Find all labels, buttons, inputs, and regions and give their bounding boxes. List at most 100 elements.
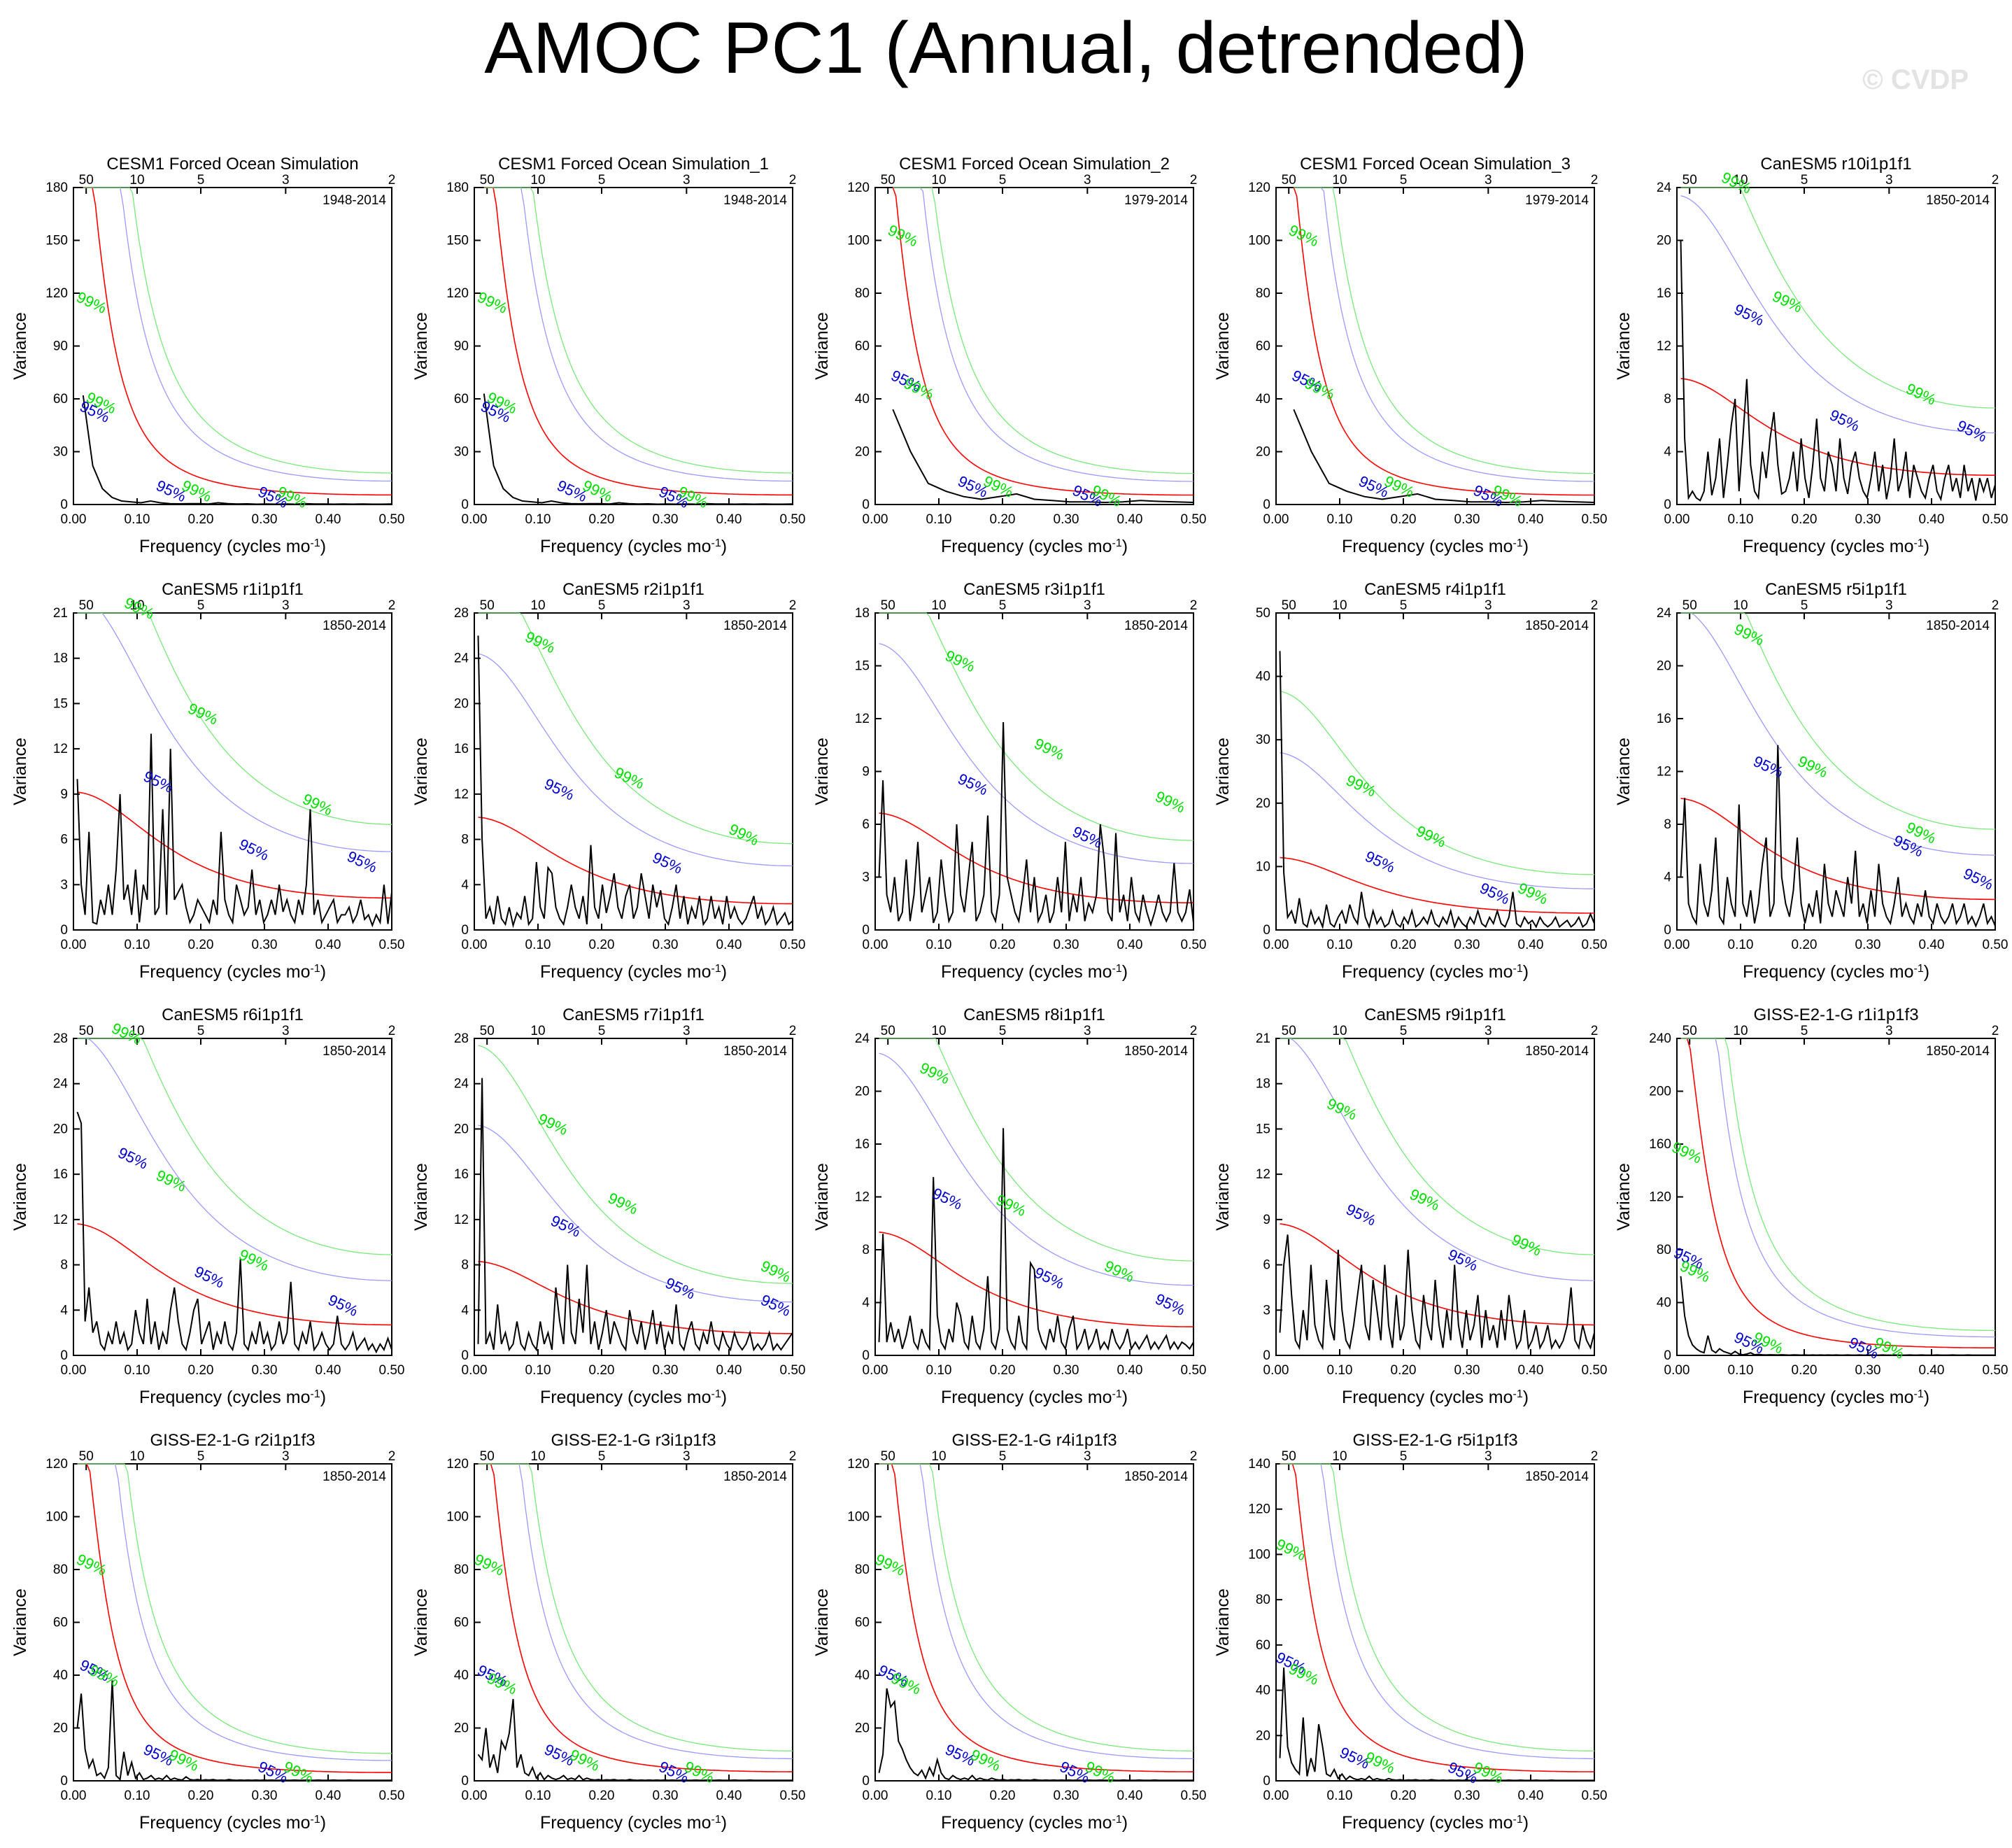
y-tick-label: 120 [1649, 1190, 1671, 1205]
x-tick-label: 0.20 [188, 1789, 214, 1803]
y-tick-label: 120 [1248, 1502, 1270, 1517]
x-axis-label-exponent: -1 [1112, 1388, 1121, 1400]
period-tick-label: 2 [789, 1449, 797, 1464]
y-tick-label: 12 [1657, 765, 1671, 780]
y-tick-label: 90 [53, 339, 68, 354]
plot-frame [874, 187, 1194, 505]
sig95-label: 95% [1750, 752, 1785, 781]
x-tick-label: 0.00 [1664, 512, 1690, 527]
y-tick-label: 100 [847, 1510, 870, 1525]
sig95-label: 95% [1363, 847, 1398, 876]
sig95-curve [1680, 195, 1995, 434]
y-tick-label: 21 [1256, 1031, 1270, 1046]
y-axis-label: Variance [10, 1588, 30, 1656]
spectrum-line [1293, 409, 1595, 504]
sig95-label: 95% [1343, 1200, 1378, 1229]
sig99-label: 99% [167, 1746, 201, 1775]
period-label: 1850-2014 [323, 1044, 386, 1059]
period-tick-label: 3 [683, 598, 690, 613]
sig99-label: 99% [901, 374, 936, 403]
plot-frame [73, 1463, 392, 1782]
x-tick-label: 0.20 [1391, 1789, 1417, 1803]
spectrum-line [477, 635, 793, 929]
period-tick-label: 10 [129, 173, 144, 188]
sig99-curve [879, 1038, 1193, 1262]
x-tick-label: 0.30 [252, 512, 278, 527]
panel-title: GISS-E2-1-G r5i1p1f3 [1352, 1431, 1517, 1450]
red-noise-curve [77, 791, 392, 899]
spectrum-panel: CESM1 Forced Ocean Simulation_1 1948-2014… [411, 155, 805, 556]
y-tick-label: 0 [461, 1774, 469, 1789]
sig95-label: 95% [541, 775, 576, 803]
period-tick-label: 3 [1485, 1024, 1492, 1038]
x-tick-label: 0.10 [525, 512, 551, 527]
y-tick-label: 4 [461, 1303, 469, 1318]
x-tick-label: 0.20 [1792, 512, 1818, 527]
y-tick-label: 0 [862, 1348, 870, 1363]
period-tick-label: 2 [1992, 1024, 1999, 1038]
x-axis-label: Frequency (cycles mo-1) [540, 962, 727, 982]
y-tick-label: 24 [454, 1077, 469, 1092]
y-axis-label: Variance [812, 738, 832, 805]
y-axis-label: Variance [411, 738, 431, 805]
spectrum-panel: CanESM5 r9i1p1f1 1850-2014 0.00 0.10 0.20 0.3… [1213, 1006, 1607, 1407]
sig99-curve [1680, 612, 1995, 830]
y-tick-label: 18 [1256, 1077, 1270, 1092]
spectrum-line [1279, 1667, 1594, 1782]
x-tick-label: 0.50 [780, 1363, 806, 1378]
y-tick-label: 20 [53, 1721, 68, 1736]
x-axis-label-close: ) [1122, 537, 1128, 556]
sig95-curve [483, 187, 793, 482]
x-tick-label: 0.50 [1582, 1789, 1608, 1803]
y-tick-label: 20 [454, 1122, 469, 1136]
x-axis-label-exponent: -1 [1913, 537, 1923, 549]
y-axis-label: Variance [1213, 1588, 1233, 1656]
y-tick-label: 80 [855, 1563, 870, 1577]
y-axis-label: Variance [411, 312, 431, 380]
period-tick-label: 5 [999, 173, 1007, 188]
y-tick-label: 40 [855, 1668, 870, 1683]
x-axis-label-exponent: -1 [1512, 1388, 1522, 1400]
x-axis-label: Frequency (cycles mo-1) [540, 537, 727, 556]
period-label: 1948-2014 [723, 193, 787, 208]
y-tick-label: 90 [454, 339, 469, 354]
x-tick-label: 0.30 [1454, 512, 1480, 527]
sig95-curve [1680, 612, 1995, 856]
y-tick-label: 12 [53, 1213, 68, 1227]
sig99-label: 99% [1324, 1094, 1359, 1123]
sig95-label: 95% [955, 770, 990, 798]
period-tick-label: 3 [282, 598, 290, 613]
period-tick-label: 3 [683, 173, 690, 188]
y-tick-label: 4 [862, 1296, 870, 1311]
y-tick-label: 0 [862, 498, 870, 512]
sig99-label: 99% [1904, 380, 1939, 409]
x-axis-label: Frequency (cycles mo-1) [139, 1813, 326, 1833]
period-tick-label: 5 [598, 173, 606, 188]
x-tick-label: 0.30 [653, 512, 679, 527]
y-axis-label: Variance [10, 312, 30, 380]
sig99-label: 99% [87, 1661, 122, 1690]
x-axis-label: Frequency (cycles mo-1) [941, 1388, 1128, 1407]
y-axis-label: Variance [1614, 312, 1634, 380]
sig99-curve [77, 1038, 392, 1255]
period-tick-label: 10 [931, 598, 946, 613]
period-tick-label: 5 [999, 598, 1007, 613]
sig99-label: 99% [281, 1758, 316, 1786]
x-tick-label: 0.30 [252, 1363, 278, 1378]
y-tick-label: 100 [1248, 234, 1270, 248]
spectrum-panel: CanESM5 r6i1p1f1 1850-2014 0.00 0.10 0.20 0.3… [10, 1006, 404, 1407]
period-tick-label: 2 [388, 598, 396, 613]
x-tick-label: 0.00 [863, 1363, 888, 1378]
spectrum-line [76, 733, 392, 928]
panel-title: CESM1 Forced Ocean Simulation [106, 155, 358, 174]
y-tick-label: 50 [1256, 606, 1270, 621]
sig99-curve [483, 187, 793, 474]
sig99-label: 99% [1082, 1758, 1117, 1786]
x-axis-label: Frequency (cycles mo-1) [1342, 1813, 1529, 1833]
x-tick-label: 0.00 [1263, 512, 1289, 527]
x-tick-label: 0.40 [1518, 938, 1544, 952]
period-tick-label: 50 [1282, 1449, 1296, 1464]
y-tick-label: 20 [1657, 234, 1671, 248]
y-tick-label: 16 [53, 1167, 68, 1182]
x-axis-label-exponent: -1 [310, 963, 320, 975]
